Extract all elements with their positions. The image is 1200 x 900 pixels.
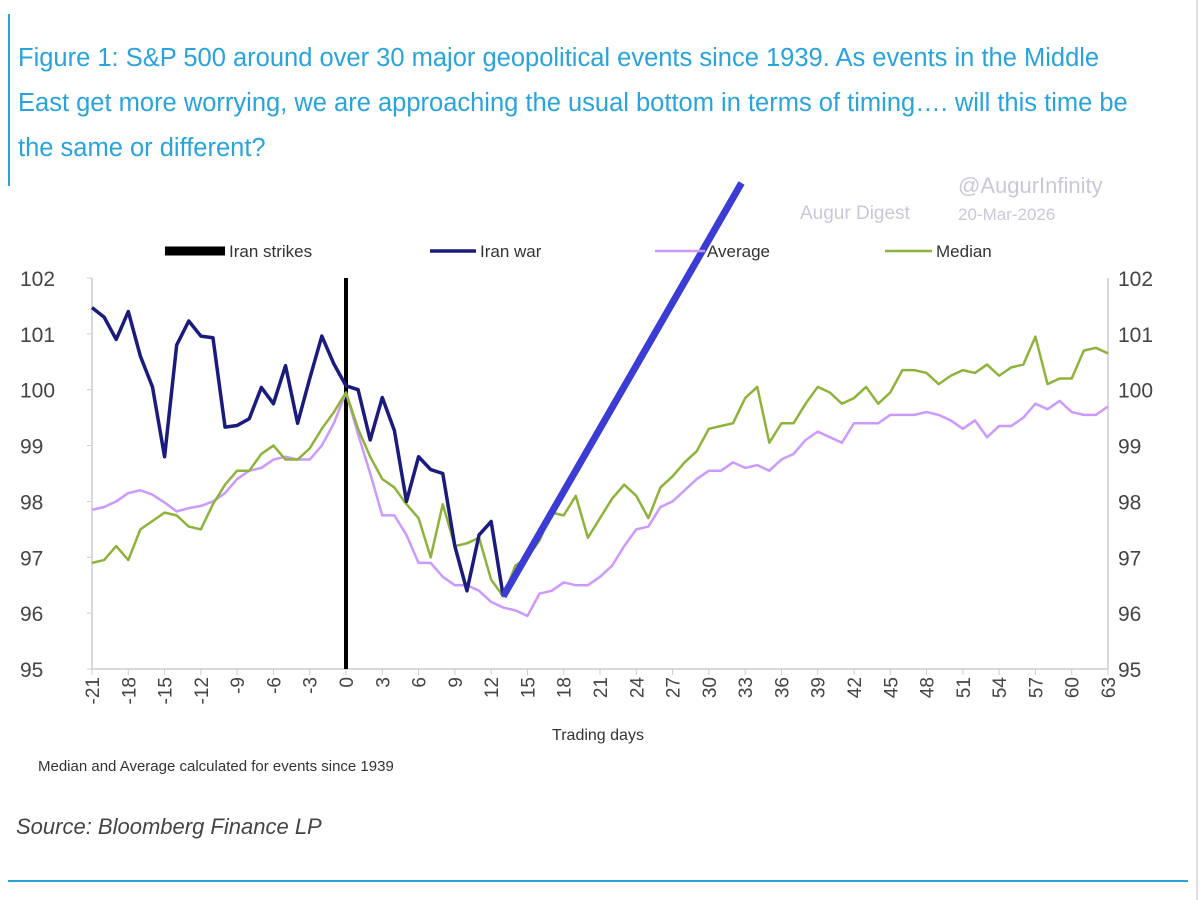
watermark-line1: Augur Digest — [800, 203, 910, 224]
x-tick-label: 63 — [1099, 677, 1120, 698]
x-tick-label: 27 — [664, 677, 685, 698]
x-tick-label: 51 — [954, 677, 975, 698]
x-tick-label: 48 — [918, 677, 939, 698]
x-tick-label: 42 — [845, 677, 866, 698]
x-tick-label: -6 — [264, 677, 285, 694]
y-tick-label-right: 100 — [1118, 380, 1153, 403]
x-tick-label: 12 — [482, 677, 503, 698]
watermark-handle: @AugurInfinity — [958, 173, 1103, 198]
frame-left-rule — [8, 14, 10, 186]
x-tick-label: -9 — [228, 677, 249, 694]
x-tick-label: -3 — [301, 677, 322, 694]
legend-label-iran-strikes: Iran strikes — [229, 242, 312, 261]
x-tick-label: 21 — [591, 677, 612, 698]
y-tick-label-right: 98 — [1118, 491, 1141, 514]
frame-bottom-rule — [8, 880, 1188, 882]
x-tick-label: 6 — [410, 677, 431, 688]
x-tick-label: 36 — [772, 677, 793, 698]
y-tick-label-right: 101 — [1118, 324, 1153, 347]
x-tick-label: 33 — [736, 677, 757, 698]
x-tick-label: 39 — [809, 677, 830, 698]
legend-label-average: Average — [707, 242, 770, 261]
y-tick-label-left: 98 — [20, 491, 43, 514]
series-line-median — [91, 335, 1109, 598]
x-tick-label: 30 — [700, 677, 721, 698]
frame-right-rule — [1196, 0, 1198, 900]
x-tick-label: -21 — [83, 677, 104, 704]
y-tick-label-left: 100 — [20, 380, 55, 403]
y-tick-label-left: 102 — [20, 268, 55, 291]
x-tick-label: 18 — [555, 677, 576, 698]
x-axis-title: Trading days — [552, 727, 644, 744]
y-tick-label-left: 99 — [20, 436, 43, 459]
x-tick-label: 3 — [373, 677, 394, 688]
watermark-date: 20-Mar-2026 — [958, 205, 1056, 224]
chart-note: Median and Average calculated for events… — [38, 758, 394, 775]
series-line-iran-war — [90, 306, 505, 597]
x-tick-label: 57 — [1026, 677, 1047, 698]
y-tick-label-right: 96 — [1118, 603, 1141, 626]
y-tick-label-left: 95 — [20, 659, 43, 682]
x-tick-label: 24 — [627, 677, 648, 699]
x-tick-label: 9 — [446, 677, 467, 688]
x-tick-label: -12 — [192, 677, 213, 704]
x-tick-label: 0 — [337, 677, 358, 688]
x-tick-label: -18 — [119, 677, 140, 704]
legend-label-median: Median — [936, 242, 992, 261]
y-tick-label-right: 97 — [1118, 547, 1141, 570]
x-tick-label: -15 — [156, 677, 177, 704]
x-tick-label: 15 — [518, 677, 539, 698]
y-tick-label-left: 97 — [20, 547, 43, 570]
figure-title: Figure 1: S&P 500 around over 30 major g… — [18, 44, 1128, 162]
x-tick-label: 45 — [881, 677, 902, 698]
x-tick-label: 60 — [1063, 677, 1084, 698]
chart-source: Source: Bloomberg Finance LP — [16, 814, 322, 839]
y-tick-label-right: 99 — [1118, 436, 1141, 459]
y-tick-label-right: 102 — [1118, 268, 1153, 291]
x-tick-label: 54 — [990, 677, 1011, 699]
y-tick-label-left: 96 — [20, 603, 43, 626]
y-tick-label-right: 95 — [1118, 659, 1141, 682]
y-tick-label-left: 101 — [20, 324, 55, 347]
legend-label-iran-war: Iran war — [480, 242, 542, 261]
